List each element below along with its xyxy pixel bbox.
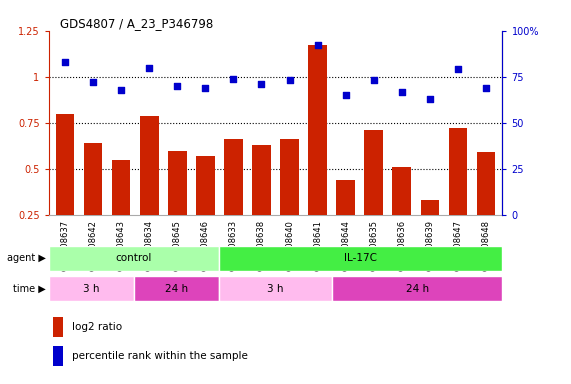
Point	[145, 65, 154, 71]
Text: GDS4807 / A_23_P346798: GDS4807 / A_23_P346798	[60, 17, 213, 30]
Bar	[477, 152, 495, 261]
Bar	[49, 246, 219, 271]
Bar	[168, 151, 187, 261]
Point	[173, 83, 182, 89]
Bar	[332, 276, 502, 301]
Text: 24 h: 24 h	[164, 284, 188, 294]
Bar	[85, 143, 102, 261]
Text: percentile rank within the sample: percentile rank within the sample	[72, 351, 248, 361]
Point	[89, 79, 98, 85]
Point	[61, 59, 70, 65]
Point	[117, 87, 126, 93]
Text: 3 h: 3 h	[83, 284, 99, 294]
Bar	[56, 114, 74, 261]
Point	[481, 85, 490, 91]
Bar	[280, 139, 299, 261]
Text: 3 h: 3 h	[267, 284, 284, 294]
Bar	[219, 246, 502, 271]
Bar	[219, 276, 332, 301]
Text: time ▶: time ▶	[13, 284, 46, 294]
Bar	[134, 276, 219, 301]
Point	[397, 88, 406, 94]
Text: agent ▶: agent ▶	[7, 253, 46, 263]
Point	[341, 92, 350, 98]
Point	[285, 78, 294, 84]
Point	[201, 85, 210, 91]
Text: control: control	[115, 253, 152, 263]
Text: log2 ratio: log2 ratio	[72, 322, 122, 332]
Point	[229, 76, 238, 82]
Bar	[392, 167, 411, 261]
Bar	[336, 180, 355, 261]
Point	[313, 42, 322, 48]
Point	[369, 78, 378, 84]
Bar	[420, 200, 439, 261]
Bar	[252, 145, 271, 261]
Bar	[449, 128, 467, 261]
Bar	[196, 156, 215, 261]
Bar	[140, 116, 159, 261]
Bar	[308, 45, 327, 261]
Bar	[53, 317, 63, 337]
Text: IL-17C: IL-17C	[344, 253, 377, 263]
Bar	[49, 276, 134, 301]
Bar	[53, 346, 63, 366]
Bar	[364, 130, 383, 261]
Point	[425, 96, 434, 102]
Bar	[224, 139, 243, 261]
Point	[453, 66, 462, 73]
Point	[257, 81, 266, 87]
Bar	[112, 160, 131, 261]
Text: 24 h: 24 h	[406, 284, 429, 294]
